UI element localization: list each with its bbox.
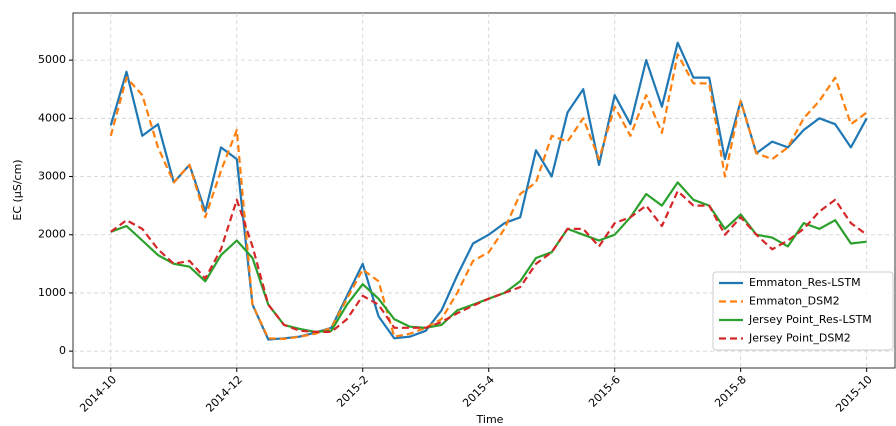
series-line (109, 53, 868, 340)
legend-label: Emmaton_DSM2 (749, 295, 840, 308)
y-axis-label: EC (μS/cm) (11, 159, 24, 220)
y-tick-label: 4000 (38, 111, 66, 124)
x-tick-label: 2014-10 (77, 373, 119, 415)
y-tick-label: 5000 (38, 53, 66, 66)
x-tick-label: 2015-4 (460, 373, 497, 410)
plot-frame (72, 12, 896, 369)
x-tick-label: 2015-2 (334, 373, 371, 410)
x-tick-label: 2015-8 (712, 373, 749, 410)
y-tick-label: 3000 (38, 170, 66, 183)
y-tick-label: 0 (59, 344, 66, 357)
legend: Emmaton_Res-LSTM Emmaton_DSM2 Jersey Point… (712, 271, 894, 351)
x-axis-label: Time (476, 413, 504, 426)
x-tick-label: 2015-6 (586, 373, 623, 410)
series-line (110, 190, 868, 333)
y-tick-label: 1000 (38, 286, 66, 299)
legend-box (712, 271, 894, 351)
legend-label: Jersey Point_DSM2 (748, 332, 851, 345)
x-tick-label: 2014-12 (203, 373, 245, 415)
legend-label: Emmaton_Res-LSTM (749, 276, 861, 289)
y-tick-label: 2000 (38, 228, 66, 241)
x-tick-label: 2015-10 (833, 373, 875, 415)
legend-label: Jersey Point_Res-LSTM (748, 313, 872, 326)
